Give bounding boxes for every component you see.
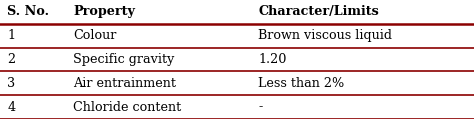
Text: Air entrainment: Air entrainment (73, 77, 176, 90)
Text: Less than 2%: Less than 2% (258, 77, 345, 90)
Text: 1.20: 1.20 (258, 53, 287, 66)
Text: Specific gravity: Specific gravity (73, 53, 175, 66)
Text: Character/Limits: Character/Limits (258, 5, 379, 18)
Text: Brown viscous liquid: Brown viscous liquid (258, 29, 392, 42)
Text: 3: 3 (7, 77, 15, 90)
Text: -: - (258, 101, 263, 114)
Text: Colour: Colour (73, 29, 117, 42)
Text: 4: 4 (7, 101, 15, 114)
Text: 2: 2 (7, 53, 15, 66)
Text: Property: Property (73, 5, 136, 18)
Text: 1: 1 (7, 29, 15, 42)
Text: Chloride content: Chloride content (73, 101, 182, 114)
Text: S. No.: S. No. (7, 5, 49, 18)
